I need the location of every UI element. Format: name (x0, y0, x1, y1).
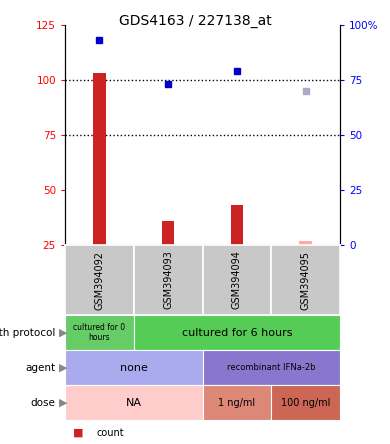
Bar (162, 221, 174, 245)
Text: agent: agent (25, 362, 55, 373)
Text: none: none (120, 362, 148, 373)
Bar (93, 73, 106, 245)
Text: GSM394092: GSM394092 (94, 250, 105, 309)
Text: GDS4163 / 227138_at: GDS4163 / 227138_at (119, 14, 271, 28)
Text: ■: ■ (73, 428, 83, 438)
Text: ▶: ▶ (59, 328, 67, 337)
Text: NA: NA (126, 397, 142, 408)
Text: GSM394093: GSM394093 (163, 250, 173, 309)
Text: cultured for 6 hours: cultured for 6 hours (182, 328, 292, 337)
Text: growth protocol: growth protocol (0, 328, 55, 337)
Text: 100 ng/ml: 100 ng/ml (281, 397, 330, 408)
Text: count: count (96, 428, 124, 438)
Text: GSM394095: GSM394095 (301, 250, 310, 309)
Bar (300, 241, 312, 245)
Text: cultured for 0
hours: cultured for 0 hours (73, 323, 126, 342)
Text: dose: dose (30, 397, 55, 408)
Text: GSM394094: GSM394094 (232, 250, 242, 309)
Text: ▶: ▶ (59, 397, 67, 408)
Bar (231, 206, 243, 245)
Text: recombinant IFNa-2b: recombinant IFNa-2b (227, 363, 316, 372)
Text: ▶: ▶ (59, 362, 67, 373)
Text: 1 ng/ml: 1 ng/ml (218, 397, 255, 408)
